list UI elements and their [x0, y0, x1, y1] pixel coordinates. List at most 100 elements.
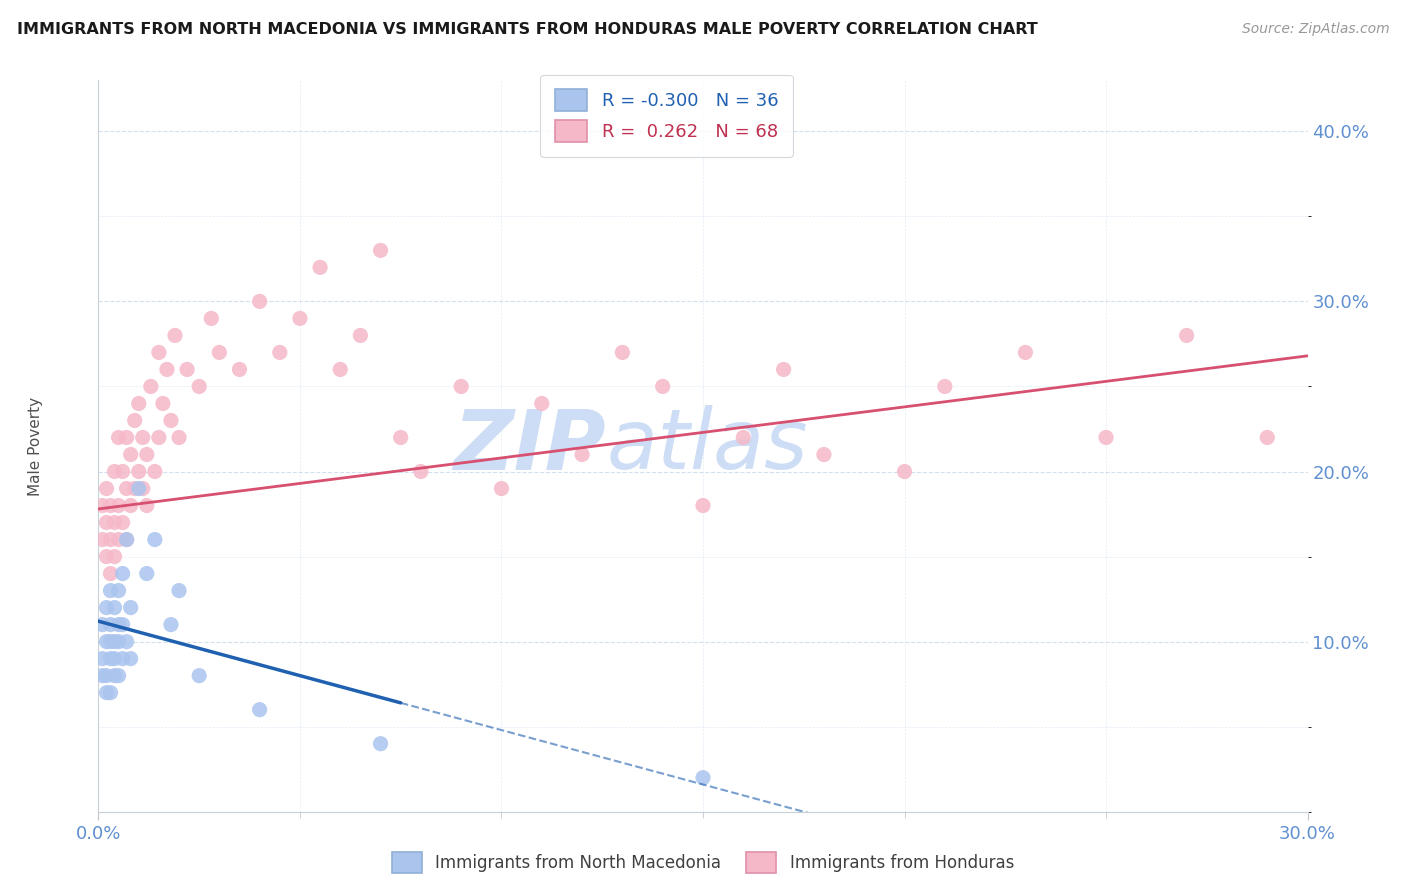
- Point: [124, 482, 146, 496]
- Point: [115, 482, 138, 496]
- Point: [107, 668, 129, 682]
- Point: [167, 583, 190, 598]
- Point: [103, 549, 125, 564]
- Point: [1175, 328, 1198, 343]
- Point: [163, 328, 186, 343]
- Point: [160, 617, 183, 632]
- Point: [96, 549, 118, 564]
- Point: [100, 686, 122, 700]
- Point: [160, 413, 183, 427]
- Point: [612, 345, 634, 359]
- Point: [96, 600, 118, 615]
- Point: [143, 465, 166, 479]
- Point: [91, 617, 114, 632]
- Point: [91, 668, 114, 682]
- Point: [208, 345, 231, 359]
- Point: [370, 244, 392, 258]
- Point: [111, 566, 134, 581]
- Point: [107, 430, 129, 444]
- Point: [132, 482, 155, 496]
- Point: [188, 379, 211, 393]
- Point: [692, 771, 714, 785]
- Point: [120, 651, 142, 665]
- Point: [115, 533, 138, 547]
- Point: [772, 362, 794, 376]
- Point: [115, 430, 138, 444]
- Point: [135, 499, 157, 513]
- Legend: R = -0.300   N = 36, R =  0.262   N = 68: R = -0.300 N = 36, R = 0.262 N = 68: [540, 75, 793, 157]
- Point: [115, 533, 138, 547]
- Point: [200, 311, 222, 326]
- Point: [148, 430, 170, 444]
- Point: [107, 617, 129, 632]
- Point: [143, 533, 166, 547]
- Point: [103, 600, 125, 615]
- Point: [120, 499, 142, 513]
- Point: [893, 465, 915, 479]
- Point: [135, 566, 157, 581]
- Point: [135, 448, 157, 462]
- Point: [152, 396, 174, 410]
- Point: [167, 430, 190, 444]
- Point: [329, 362, 352, 376]
- Point: [1256, 430, 1278, 444]
- Text: ZIP: ZIP: [454, 406, 606, 486]
- Point: [100, 533, 122, 547]
- Point: [96, 516, 118, 530]
- Point: [100, 634, 122, 648]
- Point: [156, 362, 179, 376]
- Point: [733, 430, 755, 444]
- Point: [249, 294, 271, 309]
- Point: [409, 465, 432, 479]
- Point: [111, 651, 134, 665]
- Point: [91, 651, 114, 665]
- Point: [111, 617, 134, 632]
- Point: [450, 379, 472, 393]
- Point: [120, 448, 142, 462]
- Point: [96, 668, 118, 682]
- Point: [107, 634, 129, 648]
- Point: [96, 686, 118, 700]
- Point: [288, 311, 311, 326]
- Point: [91, 499, 114, 513]
- Point: [651, 379, 673, 393]
- Point: [100, 617, 122, 632]
- Point: [228, 362, 250, 376]
- Point: [111, 465, 134, 479]
- Y-axis label: Male Poverty: Male Poverty: [28, 396, 42, 496]
- Point: [571, 448, 593, 462]
- Point: [349, 328, 371, 343]
- Point: [692, 499, 714, 513]
- Point: [96, 482, 118, 496]
- Point: [103, 634, 125, 648]
- Point: [100, 499, 122, 513]
- Point: [107, 533, 129, 547]
- Point: [389, 430, 412, 444]
- Text: atlas: atlas: [606, 406, 808, 486]
- Point: [1095, 430, 1118, 444]
- Point: [107, 499, 129, 513]
- Point: [96, 634, 118, 648]
- Point: [139, 379, 162, 393]
- Point: [188, 668, 211, 682]
- Point: [103, 516, 125, 530]
- Point: [370, 737, 392, 751]
- Point: [103, 651, 125, 665]
- Point: [103, 668, 125, 682]
- Point: [176, 362, 198, 376]
- Point: [132, 430, 155, 444]
- Point: [128, 482, 150, 496]
- Point: [100, 651, 122, 665]
- Text: IMMIGRANTS FROM NORTH MACEDONIA VS IMMIGRANTS FROM HONDURAS MALE POVERTY CORRELA: IMMIGRANTS FROM NORTH MACEDONIA VS IMMIG…: [17, 22, 1038, 37]
- Legend: Immigrants from North Macedonia, Immigrants from Honduras: Immigrants from North Macedonia, Immigra…: [385, 846, 1021, 880]
- Point: [813, 448, 835, 462]
- Point: [1014, 345, 1036, 359]
- Point: [128, 396, 150, 410]
- Point: [100, 583, 122, 598]
- Point: [107, 583, 129, 598]
- Point: [530, 396, 553, 410]
- Point: [148, 345, 170, 359]
- Point: [128, 465, 150, 479]
- Point: [269, 345, 291, 359]
- Point: [934, 379, 956, 393]
